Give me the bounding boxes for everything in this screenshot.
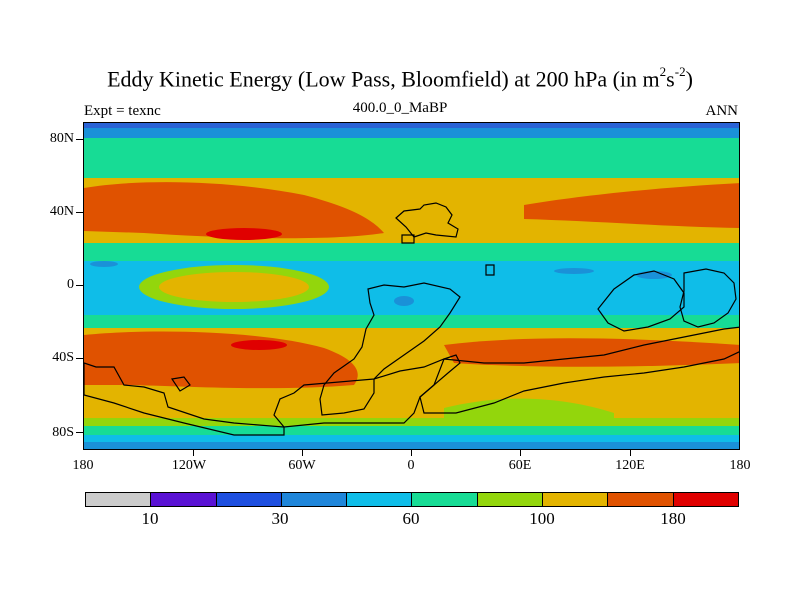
eke-field — [84, 123, 739, 449]
band-south-teal — [84, 426, 739, 436]
xtick-mark-2 — [302, 450, 303, 456]
eq-blue-patch-2 — [554, 268, 594, 274]
colorbar-box-2 — [216, 493, 282, 506]
outline-europe-asia — [395, 202, 459, 238]
outline-antarctic-west — [84, 362, 285, 436]
xtick-3: 0 — [407, 458, 415, 473]
colorbar-label-4: 180 — [660, 509, 686, 528]
band-north-red — [206, 228, 282, 240]
colorbar-label-1: 30 — [271, 509, 289, 528]
ytick-mark-0 — [76, 139, 83, 140]
eq-blue-patch-1 — [90, 261, 118, 267]
band-south-orange-west — [84, 331, 358, 389]
xtick-6: 180 — [729, 458, 751, 473]
plot-title: Eddy Kinetic Energy (Low Pass, Bloomfiel… — [0, 64, 800, 92]
title-text-mid: s — [666, 66, 675, 92]
xtick-1: 120W — [171, 458, 207, 473]
xtick-2: 60W — [288, 458, 316, 473]
xtick-mark-4 — [520, 450, 521, 456]
xtick-5: 120E — [615, 458, 645, 473]
eq-blue-patch-3 — [636, 271, 672, 279]
ytick-0: 80N — [49, 131, 74, 146]
colorbar — [85, 492, 739, 507]
ytick-mark-1 — [76, 212, 83, 213]
experiment-label: Expt = texnc — [84, 103, 161, 119]
ytick-3: 40S — [52, 350, 74, 365]
eq-blue-patch-4 — [394, 296, 414, 306]
period-label: 400.0_0_MaBP — [352, 100, 448, 116]
xtick-mark-3 — [411, 450, 412, 456]
band-northpole — [84, 123, 739, 128]
colorbar-box-1 — [151, 493, 217, 506]
title-text-end: ) — [685, 66, 693, 92]
outline-east-block — [597, 270, 685, 332]
ytick-4: 80S — [52, 425, 74, 440]
title-sup-1: 2 — [659, 64, 667, 79]
outline-pangea-west — [319, 282, 461, 416]
band-south-red — [231, 340, 287, 350]
outline-island-3 — [170, 376, 191, 392]
ytick-mark-3 — [76, 358, 83, 359]
season-label: ANN — [705, 103, 739, 119]
colorbar-box-7 — [543, 493, 609, 506]
colorbar-box-3 — [281, 493, 348, 506]
band-north-orange-west — [84, 182, 384, 239]
ytick-1: 40N — [49, 204, 74, 219]
band-south-cyan — [84, 435, 739, 443]
band-north-orange-east — [524, 183, 739, 228]
outline-island-2 — [485, 264, 495, 276]
title-sup-2: -2 — [674, 64, 686, 79]
band-north-blue — [84, 128, 739, 138]
colorbar-box-5 — [412, 493, 478, 506]
xtick-mark-1 — [193, 450, 194, 456]
colorbar-label-2: 60 — [402, 509, 420, 528]
colorbar-box-4 — [347, 493, 413, 506]
xtick-mark-5 — [630, 450, 631, 456]
xtick-4: 60E — [508, 458, 532, 473]
band-eq-pacific-yellow — [159, 272, 309, 302]
outline-far-east-block — [679, 268, 737, 328]
colorbar-box-0 — [86, 493, 152, 506]
eke-map — [83, 122, 740, 450]
continent-outlines — [84, 202, 739, 436]
ytick-mark-2 — [76, 285, 83, 286]
ytick-2: 0 — [67, 277, 74, 292]
colorbar-box-8 — [608, 493, 674, 506]
colorbar-label-0: 10 — [141, 509, 159, 528]
band-south-orange-east — [444, 338, 739, 367]
colorbar-label-3: 100 — [529, 509, 555, 528]
outline-south-east — [419, 326, 739, 414]
xtick-0: 180 — [72, 458, 94, 473]
outline-island-1 — [401, 234, 415, 244]
outline-south-west — [273, 354, 461, 428]
colorbar-box-6 — [477, 493, 544, 506]
colorbar-box-9 — [673, 493, 738, 506]
ytick-mark-4 — [76, 432, 83, 433]
title-text: Eddy Kinetic Energy (Low Pass, Bloomfiel… — [107, 66, 660, 92]
band-southpole-blue — [84, 442, 739, 449]
